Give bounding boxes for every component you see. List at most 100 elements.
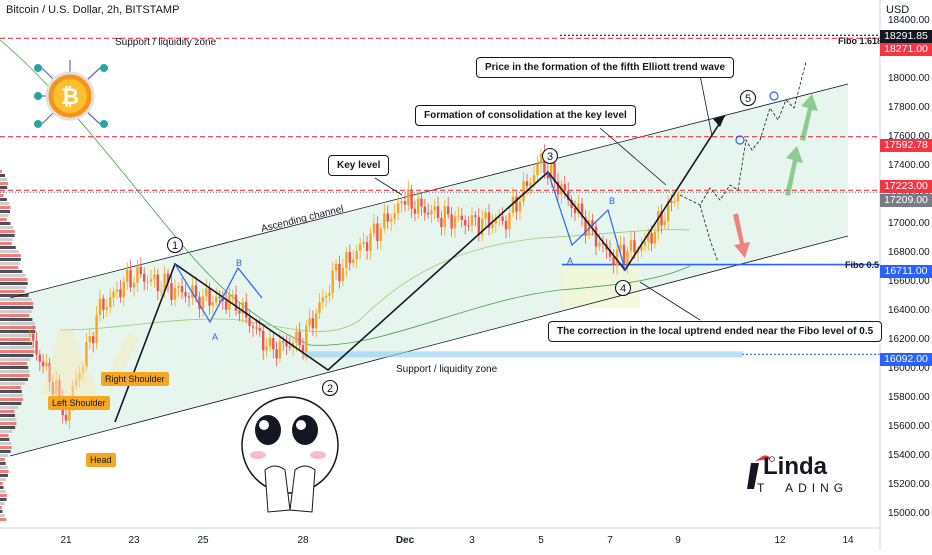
volume-bar [0, 330, 36, 333]
candle-body [629, 240, 633, 252]
forecast-path [679, 61, 807, 206]
volume-bar [0, 170, 2, 173]
candle-body [598, 242, 601, 247]
price-tick: 16600.00 [888, 276, 930, 287]
volume-bar [0, 326, 36, 329]
volume-bar [0, 314, 30, 317]
channel-fill [10, 84, 848, 456]
candle-body [653, 231, 657, 244]
candle-body [98, 298, 102, 315]
candle-body [352, 259, 355, 263]
volume-bar [0, 446, 12, 449]
candle-body [348, 252, 351, 263]
time-tick: 14 [842, 535, 854, 546]
sub-label: A [212, 332, 218, 342]
candle-body [660, 211, 663, 226]
candle-body [126, 269, 129, 282]
candle-body [177, 286, 180, 288]
candle-body [369, 233, 372, 251]
candle-body [657, 211, 660, 232]
price-label-support: 16092.00 [880, 353, 932, 366]
candle-body [539, 153, 543, 164]
candle-body [443, 206, 446, 227]
candle-body [417, 198, 420, 214]
left-shoulder-badge: Left Shoulder [48, 396, 110, 410]
volume-bar [0, 434, 9, 437]
candle-body [211, 302, 215, 306]
volume-bar [0, 258, 21, 261]
candle-body [355, 250, 358, 260]
candle-body [201, 296, 205, 309]
candle-body [136, 266, 139, 283]
price-tick: 15400.00 [888, 450, 930, 461]
candle-body [508, 213, 511, 230]
candle-body [275, 349, 278, 359]
candle-body [180, 286, 184, 293]
brand-logo: Linda T ADING [745, 453, 845, 503]
candle-body [584, 217, 587, 236]
volume-bar [0, 282, 28, 285]
price-tick: 15200.00 [888, 479, 930, 490]
volume-bar [0, 482, 3, 485]
candle-body [258, 327, 261, 331]
callout-fifth-wave: Price in the formation of the fifth Elli… [476, 57, 735, 78]
volume-bar [0, 254, 21, 257]
volume-bar [0, 298, 32, 301]
volume-bar [0, 466, 8, 469]
candle-body [295, 331, 298, 343]
price-tick: 17400.00 [888, 160, 930, 171]
candle-body [184, 292, 187, 297]
volume-bar [0, 202, 10, 205]
wave-circle [321, 379, 339, 397]
price-label-last: 17209.00 [880, 194, 932, 207]
fibo-05-label: Fibo 0.5 [845, 260, 879, 270]
price-label-fibo-1618: 18271.00 [880, 43, 932, 56]
hs-left-zone [40, 330, 100, 398]
candle-body [146, 281, 149, 283]
volume-bar [0, 518, 7, 521]
volume-bar [0, 318, 33, 321]
price-label-current: 18291.85 [880, 30, 932, 43]
brand-name: Linda [763, 453, 827, 480]
candle-body [311, 318, 315, 329]
volume-bar [0, 174, 6, 177]
candle-body [580, 203, 584, 218]
price-tick: 17000.00 [888, 218, 930, 229]
volume-bar [0, 306, 34, 309]
callout-pointer [639, 281, 701, 321]
volume-bar [0, 438, 10, 441]
candle-body [515, 196, 518, 212]
candle-body [457, 215, 460, 217]
candle-body [413, 208, 417, 214]
candle-body [676, 193, 680, 202]
candle-body [511, 196, 515, 214]
candle-body [324, 295, 328, 298]
candle-body [372, 223, 376, 234]
candle-body [321, 297, 324, 303]
candle-body [224, 301, 228, 310]
candle-body [255, 327, 258, 329]
candle-body [436, 206, 440, 218]
volume-bar [0, 426, 16, 429]
currency-label: USD [886, 4, 910, 16]
candle-body [85, 342, 88, 367]
candle-body [619, 244, 622, 250]
candle-body [251, 326, 255, 328]
volume-bar [0, 342, 33, 345]
candle-body [109, 297, 112, 308]
candle-body [640, 245, 643, 251]
candle-body [205, 288, 208, 297]
volume-bar [0, 430, 13, 433]
candle-body [400, 201, 403, 204]
candle-body [245, 301, 248, 318]
time-tick: Dec [396, 535, 415, 546]
volume-bar [0, 394, 23, 397]
candle-body [112, 291, 115, 298]
volume-bar [0, 234, 15, 237]
candle-body [529, 182, 532, 187]
volume-bar [0, 390, 22, 393]
volume-profile [0, 170, 36, 521]
candle-body [308, 318, 311, 326]
price-tick: 16800.00 [888, 247, 930, 258]
